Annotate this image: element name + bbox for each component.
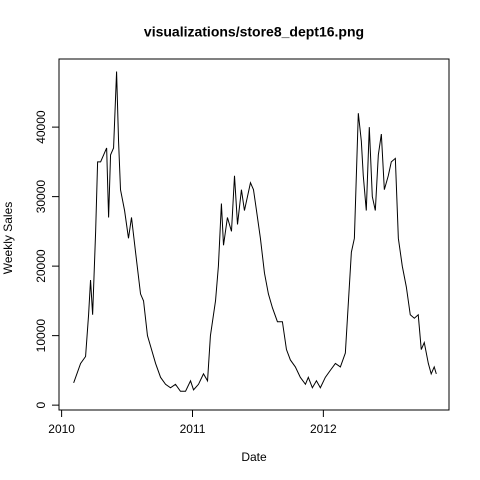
x-tick-label: 2010 (48, 422, 75, 436)
sales-line (73, 71, 437, 392)
x-tick-label: 2011 (180, 422, 206, 436)
y-tick-label: 0 (34, 401, 48, 408)
x-tick-label: 2012 (310, 422, 337, 436)
y-tick-label: 30000 (34, 180, 48, 214)
y-axis-label: Weekly Sales (1, 202, 15, 274)
x-axis-label: Date (241, 450, 267, 464)
y-tick-label: 10000 (34, 319, 48, 353)
y-tick-label: 40000 (34, 110, 48, 144)
chart-title: visualizations/store8_dept16.png (144, 24, 364, 40)
y-tick-label: 20000 (34, 249, 48, 283)
